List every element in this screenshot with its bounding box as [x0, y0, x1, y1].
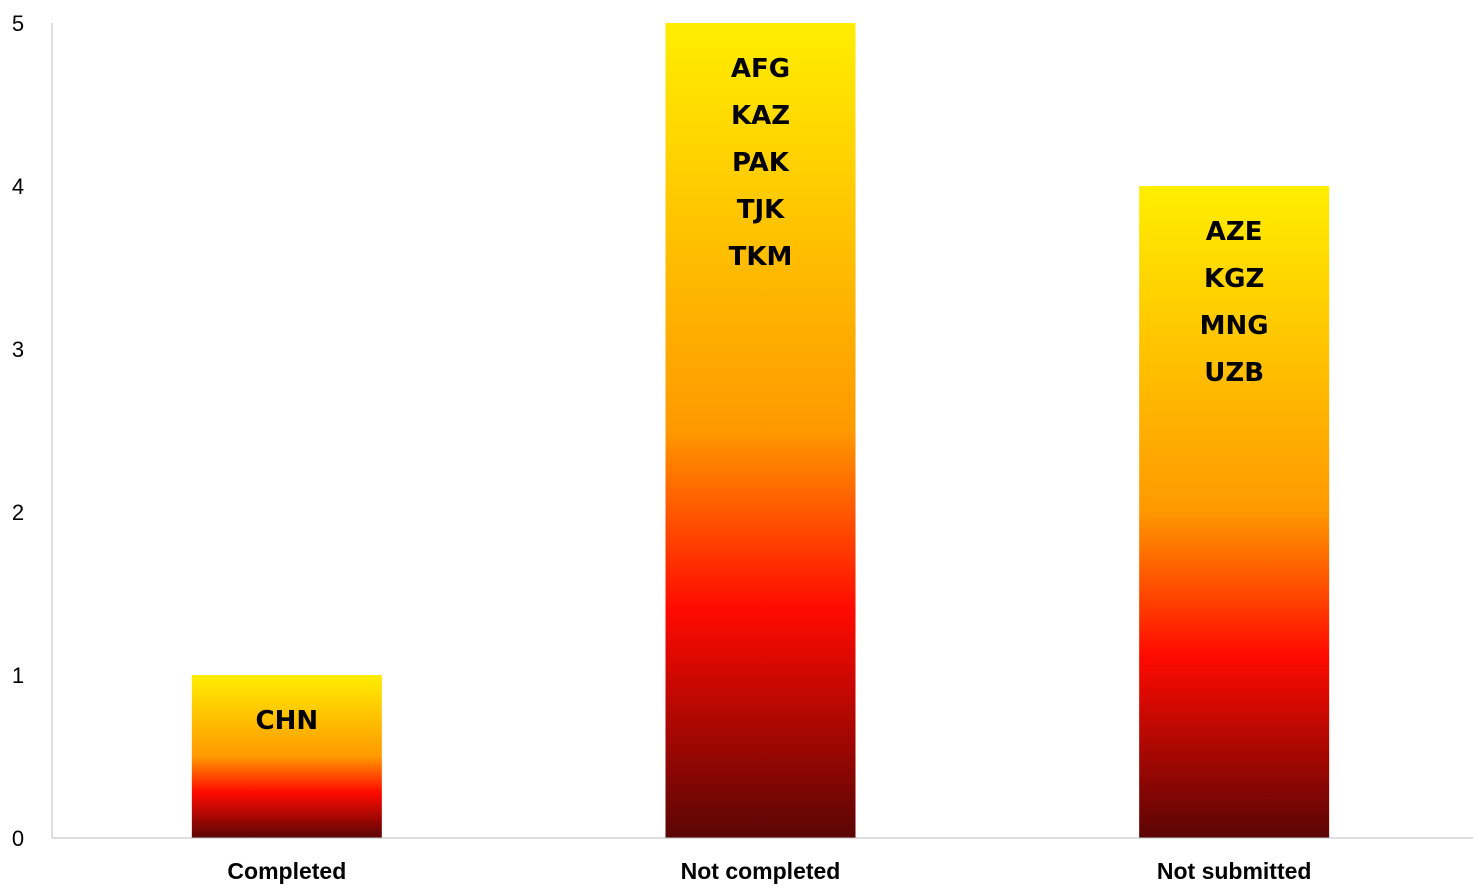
bar-data-label: TKM [729, 242, 793, 272]
bars: CHN AFG KAZ PAK TJK TKM AZE KGZ MNG UZB [191, 23, 1330, 838]
x-category-label: Not completed [681, 858, 841, 884]
bar-data-label: CHN [256, 706, 319, 736]
bar [191, 675, 382, 838]
y-axis: 0 1 2 3 4 5 [12, 11, 53, 851]
y-tick-label: 0 [12, 826, 24, 851]
bar-data-label: AFG [731, 54, 790, 84]
y-tick-label: 5 [12, 11, 24, 36]
x-axis: Completed Not completed Not submitted [52, 837, 1473, 884]
bar-data-label: TJK [737, 195, 785, 225]
bar-data-label: MNG [1200, 311, 1269, 341]
y-tick-label: 1 [12, 663, 24, 688]
bar-data-label: UZB [1204, 358, 1264, 388]
x-category-label: Completed [227, 858, 346, 884]
bar [1139, 186, 1330, 838]
bar [665, 23, 856, 838]
y-tick-label: 3 [12, 337, 24, 362]
y-tick-label: 2 [12, 500, 24, 525]
bar-data-label: AZE [1206, 217, 1263, 247]
bar-data-label: KAZ [731, 101, 790, 131]
y-tick-label: 4 [12, 174, 24, 199]
bar-data-label: PAK [732, 148, 790, 178]
bar-data-label: KGZ [1204, 264, 1264, 294]
x-category-label: Not submitted [1157, 858, 1312, 884]
